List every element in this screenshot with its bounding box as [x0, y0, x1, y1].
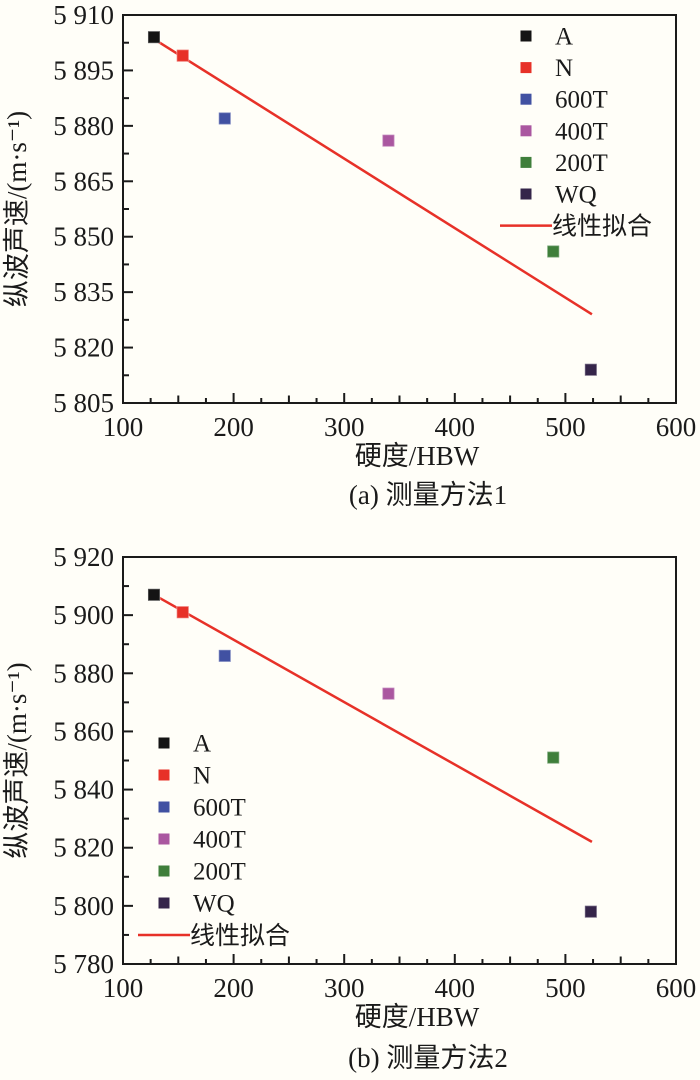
- marker-A: [147, 588, 161, 602]
- chart-panel-a: 100 200 300 400 500 600 5 805 5 820 5 835 5 850 5 …: [2, 0, 696, 471]
- legend-swatch-200T: [158, 865, 170, 877]
- plot-area: 100 200 300 400 500 600 5 780 5 800 5 820 5 840 5 …: [53, 542, 696, 1003]
- marker-N: [175, 48, 190, 63]
- y-tick-label: 5 880: [53, 111, 114, 141]
- y-tick-label: 5 920: [53, 542, 114, 572]
- legend-label-fit: 线性拟合: [190, 922, 290, 950]
- marker-200T: [546, 750, 560, 765]
- y-tick-label: 5 860: [53, 716, 114, 746]
- x-tick-label: 500: [545, 973, 586, 1003]
- x-axis-label: 硬度/HBW: [355, 1002, 480, 1032]
- y-tick-label: 5 780: [53, 949, 114, 979]
- legend-label-600T: 600T: [555, 87, 608, 114]
- legend-label-400T: 400T: [555, 118, 608, 145]
- x-tick-label: 300: [324, 973, 365, 1003]
- legend-swatch-400T: [520, 125, 532, 137]
- fit-line: [153, 593, 593, 843]
- legend-label-400T: 400T: [193, 827, 246, 854]
- x-tick-label: 100: [103, 412, 144, 442]
- y-tick-label: 5 900: [53, 600, 114, 630]
- caption-b: (b) 测量方法2: [348, 1043, 508, 1073]
- legend-swatch-400T: [158, 833, 170, 845]
- legend-swatch-200T: [520, 156, 532, 168]
- chart-panel-b: 100 200 300 400 500 600 5 780 5 800 5 820 5 840 5 …: [2, 542, 696, 1032]
- y-tick-label: 5 820: [53, 333, 114, 363]
- legend-label-N: N: [555, 55, 573, 82]
- marker-A: [147, 30, 161, 44]
- marker-600T: [218, 111, 232, 126]
- legend-label-WQ: WQ: [193, 891, 235, 918]
- y-tick-label: 5 850: [53, 222, 114, 252]
- y-tick-label: 5 820: [53, 833, 114, 863]
- legend-label-WQ: WQ: [555, 182, 597, 209]
- legend-label-fit: 线性拟合: [552, 213, 652, 241]
- legend-label-200T: 200T: [193, 859, 246, 886]
- y-tick-label: 5 895: [53, 55, 114, 85]
- x-tick-label: 600: [656, 412, 697, 442]
- legend-label-600T: 600T: [193, 795, 246, 822]
- marker-400T: [381, 133, 396, 148]
- x-tick-label: 400: [435, 412, 476, 442]
- marker-200T: [546, 244, 560, 259]
- plot-border: [122, 556, 677, 965]
- x-tick-label: 100: [103, 973, 144, 1003]
- y-tick-label: 5 865: [53, 166, 114, 196]
- x-tick-label: 300: [324, 412, 365, 442]
- plot-border: [122, 14, 677, 404]
- x-axis-label: 硬度/HBW: [355, 441, 480, 471]
- fit-line: [153, 37, 593, 316]
- legend-label-200T: 200T: [555, 150, 608, 177]
- x-tick-label: 200: [213, 973, 254, 1003]
- legend-swatch-WQ: [158, 897, 170, 909]
- legend-swatch-N: [158, 769, 170, 781]
- legend: AN 600T 400T 200T WQ 线性拟合: [138, 731, 290, 950]
- legend-label-N: N: [193, 763, 211, 790]
- legend-label-A: A: [193, 731, 211, 758]
- y-tick-label: 5 840: [53, 775, 114, 805]
- y-axis-label: 纵波声速/(m·s⁻¹): [2, 111, 32, 307]
- x-tick-label: 200: [213, 412, 254, 442]
- y-tick-label: 5 805: [53, 388, 114, 418]
- caption-a: (a) 测量方法1: [348, 480, 508, 510]
- x-tick-label: 400: [435, 973, 476, 1003]
- y-axis-label: 纵波声速/(m·s⁻¹): [2, 662, 32, 858]
- legend: AN 600T 400T 200T WQ 线性拟合: [500, 24, 652, 241]
- marker-N: [175, 605, 190, 619]
- x-tick-label: 600: [656, 973, 697, 1003]
- x-tick-label: 500: [545, 412, 586, 442]
- y-tick-label: 5 800: [53, 891, 114, 921]
- marker-WQ: [584, 904, 598, 919]
- y-tick-label: 5 835: [53, 277, 114, 307]
- legend-swatch-600T: [158, 801, 170, 813]
- legend-swatch-N: [520, 62, 532, 74]
- y-tick-label: 5 880: [53, 658, 114, 688]
- marker-600T: [218, 649, 232, 663]
- y-tick-label: 5 910: [53, 0, 114, 30]
- marker-WQ: [584, 362, 598, 377]
- legend-label-A: A: [555, 24, 573, 51]
- legend-swatch-A: [158, 737, 170, 749]
- legend-swatch-600T: [520, 93, 532, 105]
- legend-swatch-WQ: [520, 188, 532, 200]
- legend-swatch-A: [520, 30, 532, 42]
- plot-area: 100 200 300 400 500 600 5 805 5 820 5 835 5 850 5 …: [53, 0, 696, 442]
- marker-400T: [381, 686, 396, 701]
